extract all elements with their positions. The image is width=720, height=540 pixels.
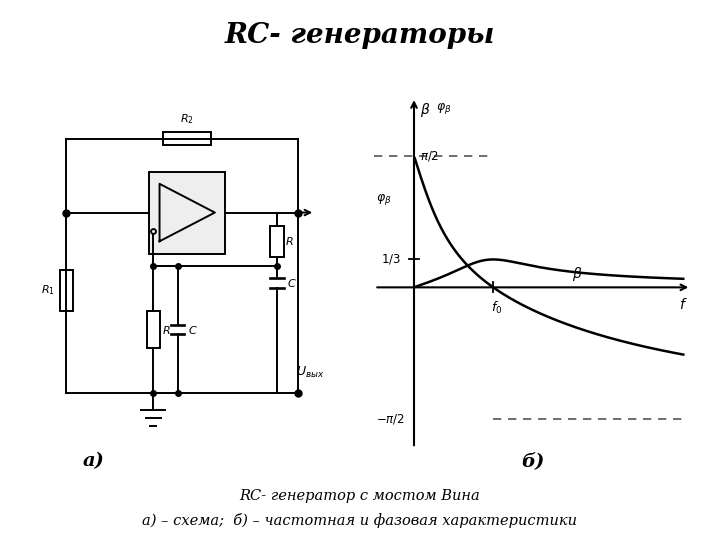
- Text: $f_0$: $f_0$: [492, 300, 503, 316]
- Bar: [147, 311, 160, 348]
- Text: $\varphi_{\beta}$: $\varphi_{\beta}$: [436, 102, 451, 117]
- Text: RC- генераторы: RC- генераторы: [225, 22, 495, 49]
- Text: а): а): [83, 452, 104, 470]
- Text: б): б): [521, 452, 544, 470]
- Text: $R$: $R$: [285, 235, 294, 247]
- Text: $R_2$: $R_2$: [180, 112, 194, 126]
- Text: $\beta$: $\beta$: [420, 102, 430, 119]
- Text: $1/3$: $1/3$: [381, 252, 400, 266]
- Text: $\pi/2$: $\pi/2$: [420, 149, 439, 163]
- Text: $C$: $C$: [188, 323, 197, 335]
- Text: $\beta$: $\beta$: [572, 265, 582, 283]
- Text: $R_1$: $R_1$: [41, 284, 55, 298]
- Text: $-\pi/2$: $-\pi/2$: [376, 412, 405, 426]
- Text: $C$: $C$: [287, 277, 297, 289]
- Bar: [271, 226, 284, 256]
- Bar: [163, 132, 212, 145]
- Text: а) – схема;  б) – частотная и фазовая характеристики: а) – схема; б) – частотная и фазовая хар…: [143, 513, 577, 528]
- Bar: [149, 172, 225, 254]
- Text: $R$: $R$: [162, 323, 171, 335]
- Text: $\varphi_{\beta}$: $\varphi_{\beta}$: [376, 192, 392, 207]
- Bar: [60, 270, 73, 311]
- Text: RC- генератор с мостом Вина: RC- генератор с мостом Вина: [240, 489, 480, 503]
- Text: $f$: $f$: [678, 298, 687, 313]
- Text: $U_{вых}$: $U_{вых}$: [296, 365, 325, 380]
